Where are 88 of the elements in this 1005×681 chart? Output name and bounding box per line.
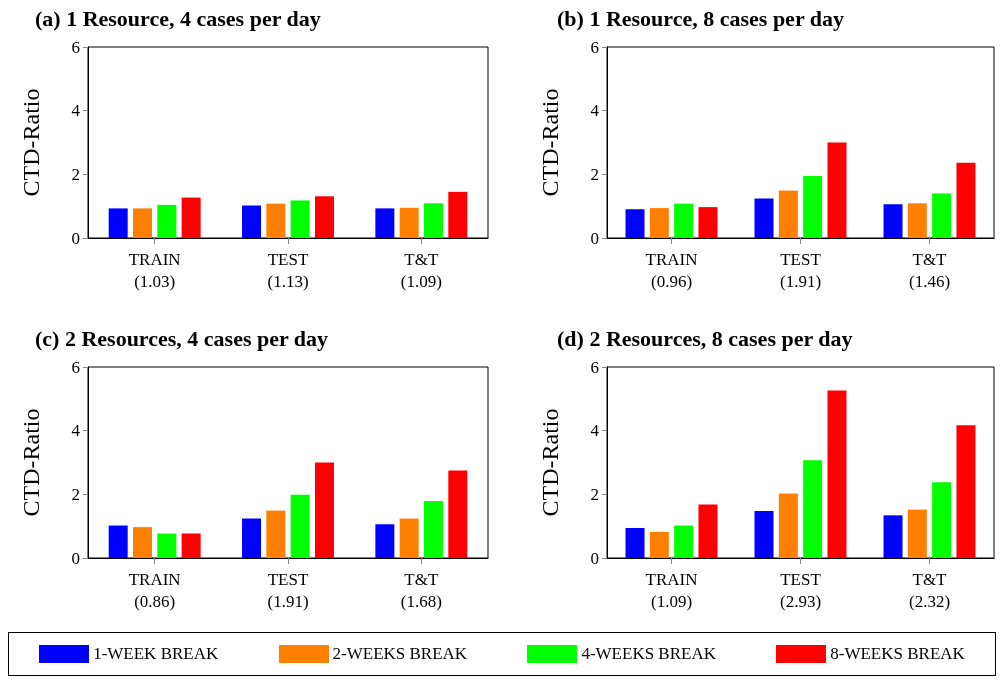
legend-label: 8-WEEKS BREAK [830, 644, 965, 664]
bar [108, 208, 128, 238]
bar [375, 208, 395, 238]
y-tick-label: 0 [590, 548, 599, 568]
bar [242, 205, 262, 238]
y-axis-title: CTD-Ratio [537, 408, 563, 517]
bar [266, 203, 286, 238]
bar [157, 204, 177, 238]
y-tick-label: 2 [590, 484, 599, 504]
y-tick-label: 4 [590, 101, 600, 121]
x-tick-label: TRAIN (1.09) [645, 569, 698, 611]
bar [399, 518, 419, 558]
chart-title: (b) 1 Resource, 8 cases per day [557, 5, 844, 31]
y-tick-label: 4 [590, 421, 600, 441]
bar [754, 198, 774, 238]
bar [423, 501, 443, 558]
y-tick-label: 6 [71, 357, 80, 377]
bar [181, 533, 201, 558]
x-tick-label: T&T (2.32) [908, 569, 951, 611]
y-axis-title: CTD-Ratio [18, 88, 44, 197]
bar [625, 528, 645, 558]
bar [674, 203, 694, 238]
bar [883, 515, 903, 558]
bar [956, 425, 976, 558]
bar [625, 209, 645, 238]
y-tick-label: 0 [590, 228, 599, 248]
bar [157, 533, 177, 558]
x-tick-label: TEST (1.91) [267, 569, 309, 611]
bar [932, 482, 952, 558]
bar [399, 207, 419, 238]
bar [907, 509, 927, 558]
y-tick-label: 0 [71, 228, 80, 248]
bar [290, 494, 310, 558]
bar [883, 204, 903, 238]
y-tick-label: 6 [71, 37, 80, 57]
bar [754, 510, 774, 558]
bar [956, 162, 976, 238]
bar [803, 460, 823, 558]
bar [698, 504, 718, 558]
x-tick-label: TEST (2.93) [779, 569, 822, 611]
bar [448, 191, 468, 238]
bar [649, 208, 669, 238]
legend-label: 1-WEEK BREAK [93, 644, 219, 664]
bar [698, 207, 718, 238]
x-tick-label: TRAIN (1.03) [128, 249, 181, 291]
x-tick-label: T&T (1.68) [400, 569, 442, 611]
bar [907, 203, 927, 238]
x-tick-label: T&T (1.46) [908, 249, 951, 291]
y-tick-label: 6 [590, 357, 599, 377]
bar [266, 510, 286, 558]
y-tick-label: 6 [590, 37, 599, 57]
bar [133, 208, 153, 238]
bar [314, 462, 334, 558]
bar [423, 203, 443, 238]
bar [314, 196, 334, 238]
y-tick-label: 2 [71, 484, 80, 504]
y-tick-label: 0 [71, 548, 80, 568]
y-tick-label: 2 [71, 164, 80, 184]
bar [827, 390, 847, 558]
x-tick-label: TEST (1.91) [779, 249, 822, 291]
x-tick-label: TRAIN (0.96) [645, 249, 698, 291]
bar [108, 525, 128, 558]
x-tick-label: T&T (1.09) [400, 249, 442, 291]
bar [827, 142, 847, 238]
y-tick-label: 4 [71, 421, 81, 441]
y-axis-title: CTD-Ratio [18, 408, 44, 517]
bar [803, 175, 823, 238]
chart-title: (a) 1 Resource, 4 cases per day [35, 5, 321, 31]
x-tick-label: TEST (1.13) [267, 249, 309, 291]
y-axis-title: CTD-Ratio [537, 88, 563, 197]
bar [133, 527, 153, 558]
legend-label: 4-WEEKS BREAK [581, 644, 716, 664]
bar [649, 531, 669, 558]
bar [674, 525, 694, 558]
y-tick-label: 4 [71, 101, 81, 121]
bar [290, 200, 310, 238]
bar [448, 470, 468, 558]
bar [932, 193, 952, 238]
chart-title: (c) 2 Resources, 4 cases per day [35, 325, 329, 351]
bar [242, 518, 262, 558]
bar [778, 190, 798, 238]
bar [778, 493, 798, 558]
x-tick-label: TRAIN (0.86) [128, 569, 181, 611]
bar [181, 197, 201, 238]
chart-title: (d) 2 Resources, 8 cases per day [557, 325, 853, 351]
bar [375, 524, 395, 558]
y-tick-label: 2 [590, 164, 599, 184]
legend-label: 2-WEEKS BREAK [332, 644, 468, 664]
